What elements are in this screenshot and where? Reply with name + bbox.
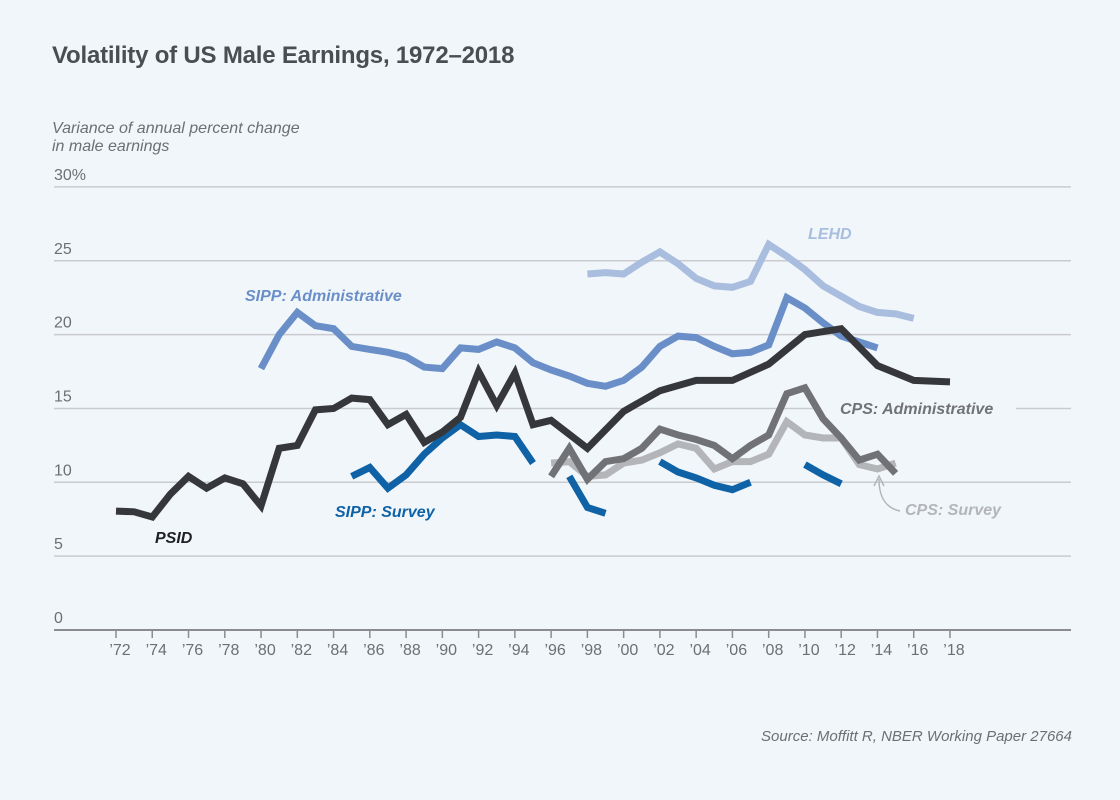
- y-tick-label: 10: [54, 462, 72, 479]
- y-tick-label: 5: [54, 536, 63, 553]
- y-tick-label: 30%: [54, 167, 86, 184]
- y-tick-label: 20: [54, 315, 72, 332]
- x-axis: ’72 ’74 ’76 ’78 ’80 ’82 ’84 ’86 ’88 ’90 ’92 ’94 ’96 ’…: [54, 629, 1071, 659]
- x-tick-label: ’82: [291, 642, 312, 659]
- gridlines: [54, 186, 1071, 557]
- x-tick-label: ’12: [835, 642, 856, 659]
- series-line-sipp-survey: [566, 474, 607, 517]
- chart-title: Volatility of US Male Earnings, 1972–201…: [52, 42, 515, 69]
- x-tick-label: ’86: [363, 642, 384, 659]
- series-label-sipp-survey: SIPP: Survey: [335, 504, 436, 521]
- cps-survey-arrow: [878, 478, 901, 512]
- x-tick-label: ’06: [726, 642, 747, 659]
- x-tick-label: ’80: [254, 642, 275, 659]
- x-tick-label: ’76: [182, 642, 203, 659]
- series-line-lehd: [587, 239, 915, 322]
- x-tick-label: ’16: [907, 642, 928, 659]
- x-tick-label: ’92: [472, 642, 493, 659]
- series-label-cps-administrative: CPS: Administrative: [840, 401, 993, 418]
- x-tick-label: ’96: [544, 642, 565, 659]
- series-line-sipp-survey: [803, 461, 843, 487]
- series-labels: LEHD SIPP: Administrative PSID CPS: Adminis…: [155, 226, 1002, 547]
- x-tick-label: ’10: [798, 642, 819, 659]
- x-tick-label: ’88: [399, 642, 420, 659]
- y-tick-label: 15: [54, 388, 72, 405]
- x-tick-label: ’78: [218, 642, 239, 659]
- series-line-sipp-administrative: [257, 292, 879, 390]
- series-label-cps-survey: CPS: Survey: [905, 502, 1002, 519]
- y-tick-label: 25: [54, 241, 72, 258]
- x-tick-label: ’00: [617, 642, 638, 659]
- series-label-psid: PSID: [155, 530, 193, 547]
- source-note: Source: Moffitt R, NBER Working Paper 27…: [761, 728, 1072, 745]
- series-line-sipp-survey: [350, 420, 536, 493]
- series-line-sipp-survey: [658, 458, 752, 494]
- x-tick-label: ’08: [762, 642, 783, 659]
- x-tick-label: ’84: [327, 642, 348, 659]
- x-tick-label: ’14: [871, 642, 892, 659]
- x-tick-label: ’94: [508, 642, 529, 659]
- x-tick-label: ’74: [146, 642, 167, 659]
- y-axis-ticks: 0 5 10 15 20 25 30%: [54, 167, 86, 627]
- series-line-psid: [115, 324, 951, 522]
- arrowhead-icon: [873, 474, 885, 487]
- series-lines: [115, 239, 951, 522]
- y-axis-label: Variance of annual percent change in mal…: [52, 120, 300, 155]
- x-tick-label: ’02: [653, 642, 674, 659]
- series-label-sipp-administrative: SIPP: Administrative: [245, 288, 402, 305]
- y-tick-label: 0: [54, 610, 63, 627]
- x-tick-label: ’18: [943, 642, 964, 659]
- series-line-cps-administrative: [548, 383, 899, 485]
- series-label-lehd: LEHD: [808, 226, 852, 243]
- x-tick-label: ’98: [581, 642, 602, 659]
- x-tick-label: ’72: [109, 642, 130, 659]
- x-tick-label: ’90: [436, 642, 457, 659]
- x-tick-label: ’04: [689, 642, 710, 659]
